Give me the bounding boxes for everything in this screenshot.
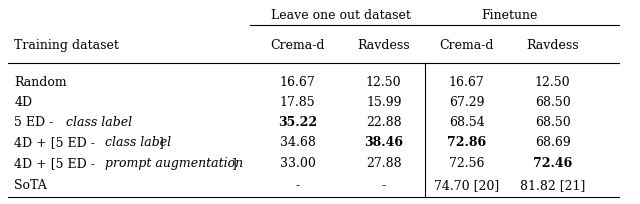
Text: 81.82 [21]: 81.82 [21] xyxy=(520,178,585,191)
Text: class label: class label xyxy=(105,136,172,149)
Text: Ravdess: Ravdess xyxy=(526,39,579,52)
Text: Crema-d: Crema-d xyxy=(271,39,325,52)
Text: 72.56: 72.56 xyxy=(449,156,484,169)
Text: 16.67: 16.67 xyxy=(280,75,316,88)
Text: 34.68: 34.68 xyxy=(280,136,316,149)
Text: 4D: 4D xyxy=(14,95,32,109)
Text: 68.69: 68.69 xyxy=(534,136,570,149)
Text: 72.86: 72.86 xyxy=(447,136,486,149)
Text: ]: ] xyxy=(158,136,163,149)
Text: SoTA: SoTA xyxy=(14,178,47,191)
Text: 27.88: 27.88 xyxy=(366,156,401,169)
Text: ]: ] xyxy=(232,156,236,169)
Text: 72.46: 72.46 xyxy=(533,156,572,169)
Text: Training dataset: Training dataset xyxy=(14,39,119,52)
Text: Random: Random xyxy=(14,75,67,88)
Text: 4D + [5 ED -: 4D + [5 ED - xyxy=(14,136,99,149)
Text: Finetune: Finetune xyxy=(481,9,538,22)
Text: Ravdess: Ravdess xyxy=(357,39,410,52)
Text: 5 ED -: 5 ED - xyxy=(14,116,58,129)
Text: 35.22: 35.22 xyxy=(278,116,317,129)
Text: Leave one out dataset: Leave one out dataset xyxy=(271,9,411,22)
Text: 12.50: 12.50 xyxy=(366,75,401,88)
Text: 15.99: 15.99 xyxy=(366,95,401,109)
Text: 4D + [5 ED -: 4D + [5 ED - xyxy=(14,156,99,169)
Text: 16.67: 16.67 xyxy=(449,75,484,88)
Text: class label: class label xyxy=(67,116,132,129)
Text: -: - xyxy=(296,178,300,191)
Text: 68.50: 68.50 xyxy=(534,95,570,109)
Text: Crema-d: Crema-d xyxy=(439,39,494,52)
Text: 68.50: 68.50 xyxy=(534,116,570,129)
Text: prompt augmentation: prompt augmentation xyxy=(105,156,243,169)
Text: 67.29: 67.29 xyxy=(449,95,484,109)
Text: -: - xyxy=(381,178,386,191)
Text: 38.46: 38.46 xyxy=(364,136,403,149)
Text: 68.54: 68.54 xyxy=(449,116,484,129)
Text: 12.50: 12.50 xyxy=(535,75,570,88)
Text: 17.85: 17.85 xyxy=(280,95,316,109)
Text: 22.88: 22.88 xyxy=(366,116,401,129)
Text: 33.00: 33.00 xyxy=(280,156,316,169)
Text: 74.70 [20]: 74.70 [20] xyxy=(434,178,499,191)
